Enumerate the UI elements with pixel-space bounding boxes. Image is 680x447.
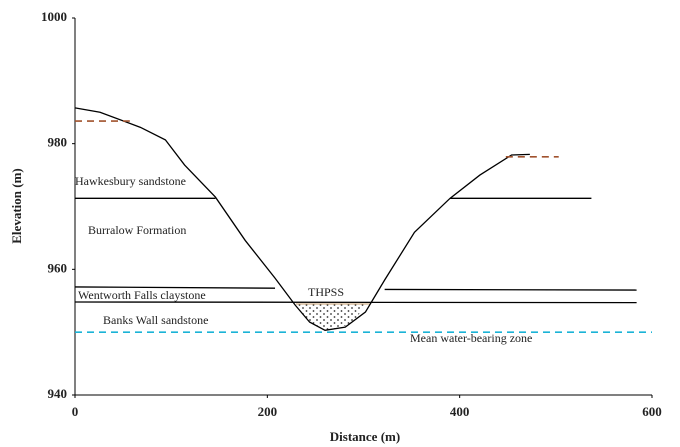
annotation: Banks Wall sandstone [103, 313, 208, 327]
x-axis-title: Distance (m) [330, 429, 400, 444]
y-axis-title: Elevation (m) [9, 168, 24, 243]
x-tick-label: 600 [642, 404, 662, 419]
x-tick-label: 200 [258, 404, 278, 419]
annotation: Mean water-bearing zone [410, 331, 532, 345]
profile-line [74, 301, 637, 304]
profile-line [74, 286, 276, 289]
y-tick-label: 980 [48, 135, 68, 150]
profile-line [384, 288, 637, 291]
annotation: Wentworth Falls claystone [78, 288, 206, 302]
y-tick-label: 940 [48, 386, 68, 401]
x-tick-label: 0 [72, 404, 79, 419]
x-tick-label: 400 [450, 404, 470, 419]
annotation: Burralow Formation [88, 223, 186, 237]
annotation: Hawkesbury sandstone [75, 174, 186, 188]
y-tick-label: 1000 [41, 9, 67, 24]
annotation: THPSS [308, 285, 344, 299]
y-tick-label: 960 [48, 260, 68, 275]
